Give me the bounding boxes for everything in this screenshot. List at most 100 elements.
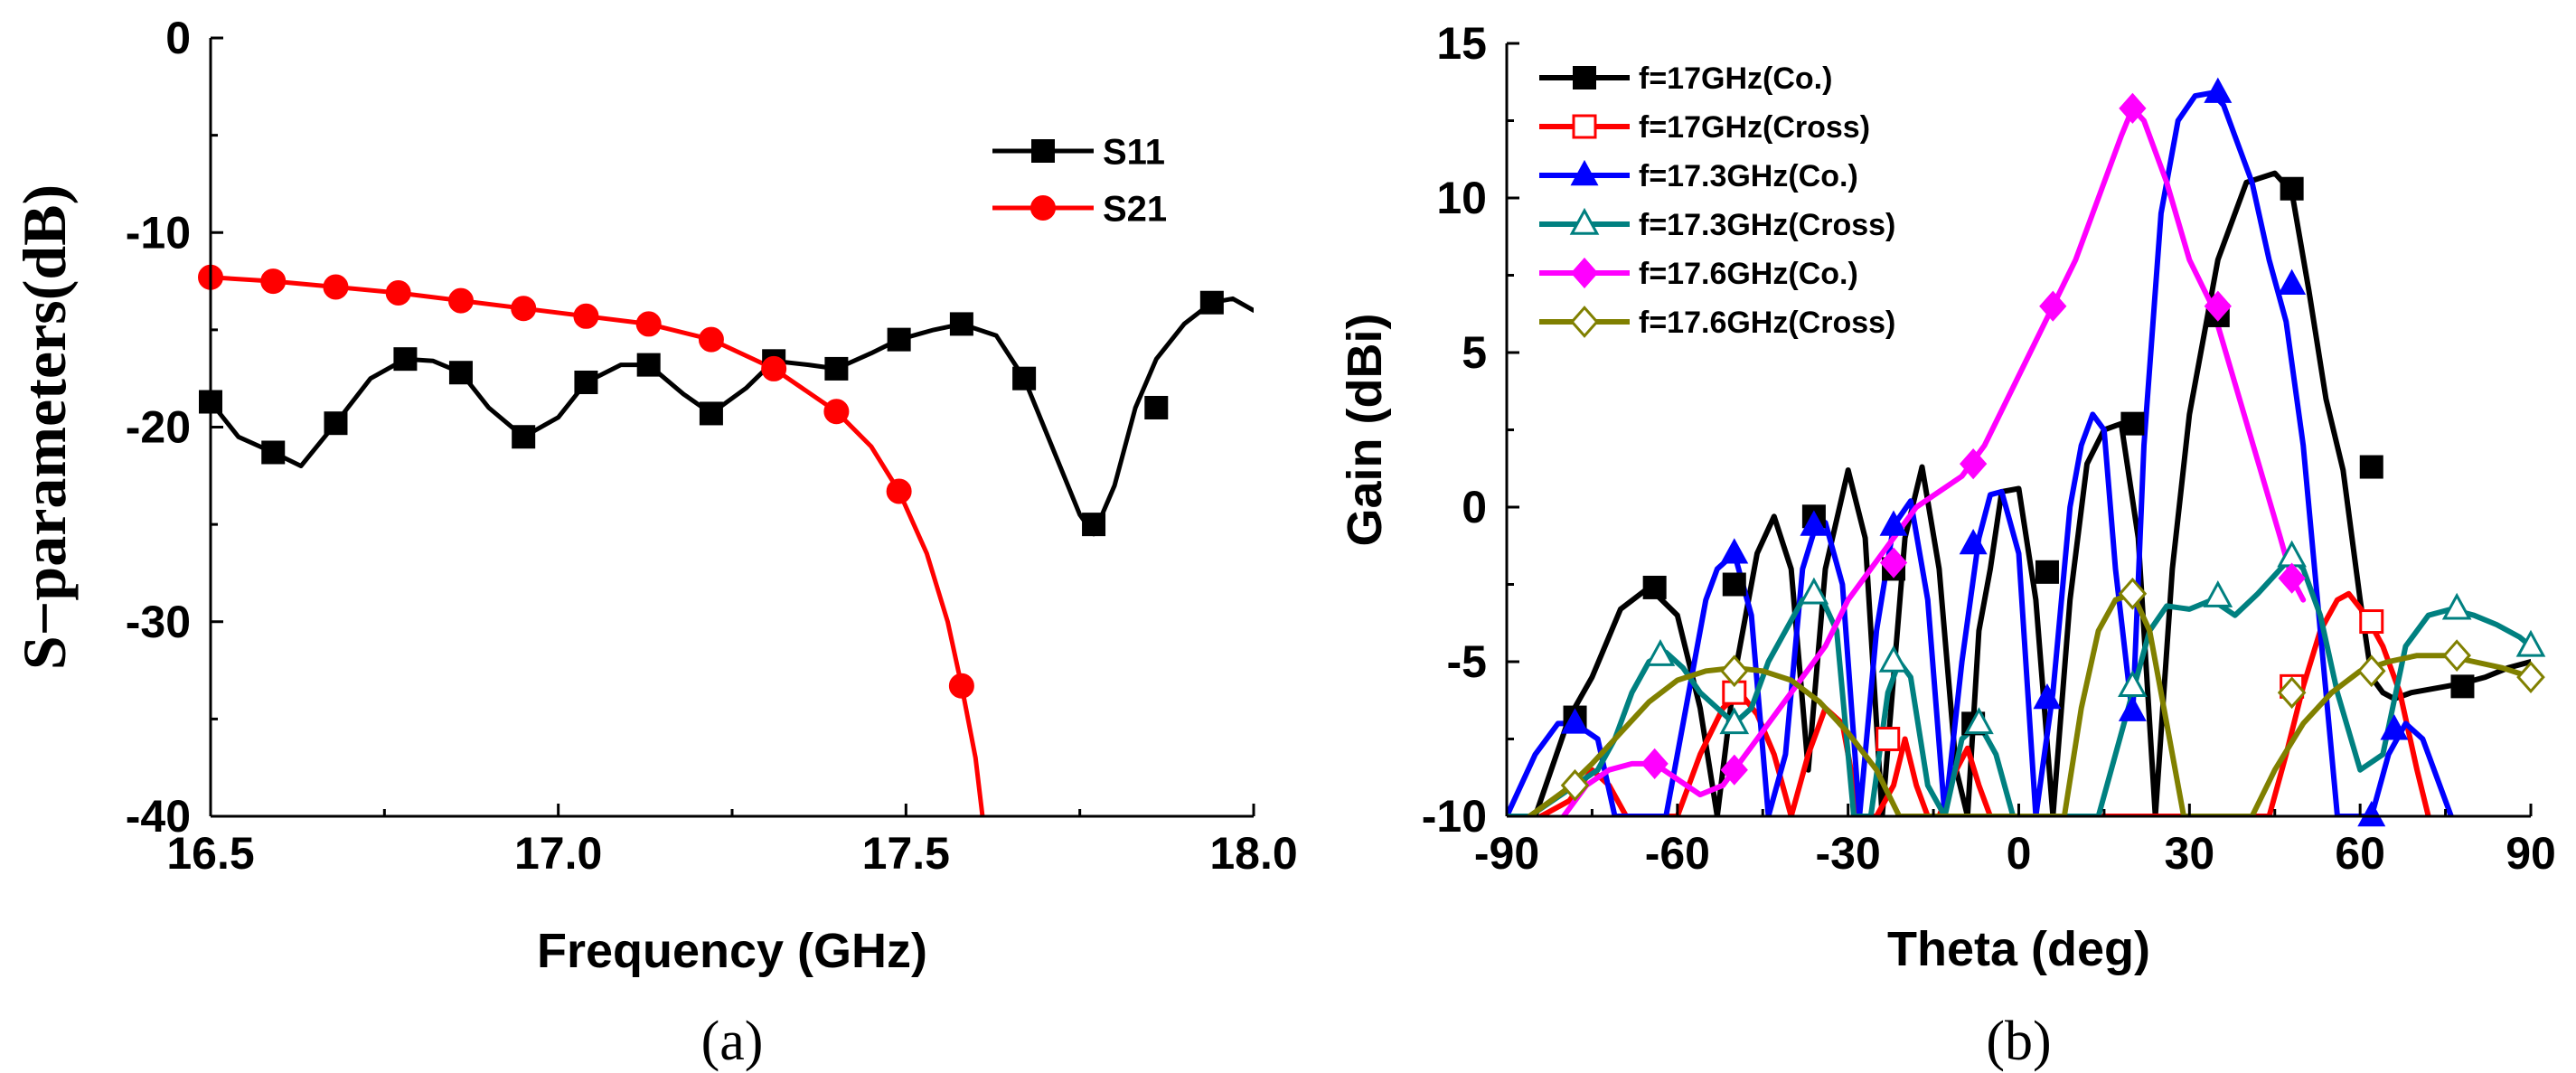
data-point: [761, 355, 787, 381]
legend-label: f=17.6GHz(Co.): [1639, 257, 1858, 291]
legend-label: f=17.3GHz(Cross): [1639, 208, 1895, 242]
data-point: [2280, 176, 2304, 201]
legend-label: f=17.3GHz(Co.): [1639, 159, 1858, 193]
data-point: [1964, 707, 1994, 735]
legend-marker: [1031, 139, 1055, 163]
series-markers-b-5: [1560, 577, 2545, 802]
data-point: [1959, 528, 1988, 555]
y-tick-label: -10: [1422, 791, 1487, 842]
data-point: [447, 287, 474, 314]
data-point: [1642, 575, 1667, 599]
data-point: [1012, 366, 1037, 391]
y-tick-label: -30: [126, 597, 191, 647]
data-point: [1199, 290, 1224, 315]
series-line-a-0: [211, 296, 1254, 537]
data-point: [2359, 455, 2383, 479]
data-point: [698, 326, 724, 353]
data-point: [448, 361, 473, 385]
y-tick-label: 0: [165, 13, 191, 63]
series-markers-a-1: [198, 264, 974, 699]
data-point: [1878, 645, 1909, 673]
legend-marker: [1572, 114, 1597, 139]
data-point: [1645, 639, 1676, 666]
legend-marker: [1569, 207, 1600, 235]
data-point: [574, 370, 598, 394]
data-point: [2118, 695, 2147, 721]
data-point: [2203, 580, 2233, 607]
plot-area: [211, 275, 1254, 816]
legend-marker: [1570, 257, 1599, 289]
data-point: [2441, 592, 2472, 620]
data-point: [1799, 577, 1829, 605]
figure-caption: (b): [1986, 1011, 2051, 1072]
data-point: [1879, 510, 1908, 536]
y-tick-label: -20: [126, 402, 191, 453]
legend-marker: [1573, 66, 1596, 89]
data-point: [1561, 708, 1590, 734]
data-point: [949, 312, 973, 336]
data-point: [823, 399, 850, 425]
x-tick-label: 0: [2007, 828, 2032, 879]
x-tick-label: 18.0: [1209, 828, 1297, 879]
data-point: [2380, 714, 2409, 740]
y-axis-label: Gain (dBi): [1338, 314, 1392, 547]
x-tick-label: 17.5: [862, 828, 950, 879]
data-point: [2204, 77, 2233, 103]
legend: f=17GHz(Co.) f=17GHz(Cross) f=17.3GHz(Co.)…: [1539, 61, 1895, 340]
series-markers-a-0: [199, 290, 1224, 537]
data-point: [2278, 562, 2306, 594]
chart-panel-a: 16.5 17.0 17.5 18.0 -40 -30 -20 -10 0 Frequency (…: [10, 13, 1298, 1072]
data-point: [1560, 768, 1590, 802]
series-line-b-2: [1507, 89, 2454, 816]
series-markers-b-2: [1561, 77, 2409, 827]
data-point: [385, 279, 411, 306]
data-point: [2277, 676, 2307, 710]
legend-marker: [1570, 159, 1599, 186]
data-point: [2035, 560, 2059, 584]
data-point: [260, 268, 287, 295]
data-point: [2450, 674, 2475, 699]
data-point: [2516, 661, 2545, 693]
y-axis-label: S−parameters(dB): [10, 184, 79, 670]
plot-area: [1507, 89, 2531, 816]
legend-label: f=17GHz(Cross): [1639, 110, 1870, 145]
data-point: [948, 673, 974, 699]
data-point: [511, 296, 537, 322]
data-point: [824, 356, 849, 381]
data-point: [2039, 290, 2067, 322]
series-markers-b-3: [1645, 540, 2546, 735]
y-tick-label: 10: [1436, 173, 1487, 223]
data-point: [324, 411, 348, 436]
data-point: [887, 327, 911, 352]
data-point: [2359, 609, 2384, 635]
legend-label: f=17.6GHz(Cross): [1639, 306, 1895, 340]
x-axis-label: Theta (deg): [1887, 922, 2150, 976]
data-point: [1800, 510, 1829, 536]
data-point: [1960, 448, 1988, 480]
data-point: [2442, 639, 2471, 673]
x-tick-label: -60: [1645, 828, 1710, 879]
data-point: [1720, 754, 1748, 786]
x-tick-label: -90: [1474, 828, 1539, 879]
data-point: [512, 425, 536, 449]
data-point: [1876, 727, 1901, 751]
data-point: [699, 401, 723, 426]
data-point: [323, 274, 349, 300]
y-tick-label: 0: [1462, 482, 1487, 532]
legend-label: f=17GHz(Co.): [1639, 61, 1832, 96]
data-point: [2278, 268, 2307, 295]
x-tick-label: 30: [2165, 828, 2215, 879]
x-tick-label: -30: [1816, 828, 1881, 879]
x-axis-label: Frequency (GHz): [537, 924, 927, 978]
data-point: [2118, 670, 2148, 698]
legend-label: S11: [1103, 132, 1165, 172]
y-tick-label: -5: [1447, 636, 1487, 687]
data-point: [1720, 538, 1749, 564]
data-point: [2204, 290, 2232, 322]
series-line-b-1: [1537, 590, 2431, 816]
data-point: [2118, 577, 2148, 610]
y-tick-label: -40: [126, 791, 191, 842]
data-point: [2357, 800, 2386, 827]
